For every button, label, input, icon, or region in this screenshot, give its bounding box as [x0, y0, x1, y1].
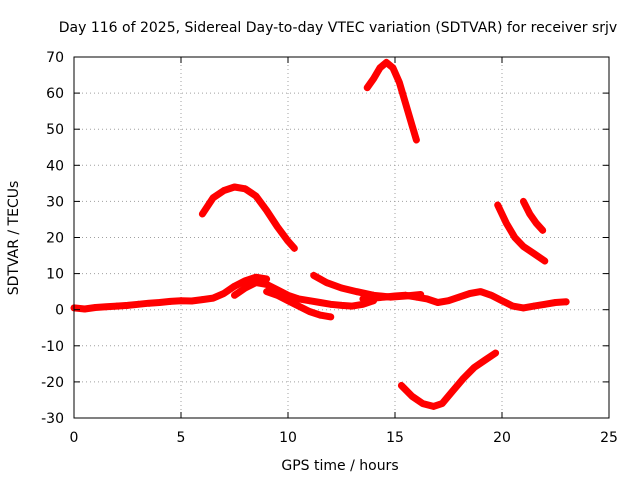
y-tick-label: -20	[41, 375, 64, 391]
y-tick-label: 50	[46, 122, 64, 138]
y-tick-label: 30	[46, 194, 64, 210]
series-line-texture	[399, 353, 498, 410]
y-tick-label: 60	[46, 86, 64, 102]
series-layer	[70, 58, 570, 410]
x-tick-label: 10	[279, 430, 297, 446]
chart-title: Day 116 of 2025, Sidereal Day-to-day VTE…	[59, 20, 617, 36]
x-tick-label: 15	[386, 430, 404, 446]
y-tick-label: 20	[46, 231, 64, 247]
y-tick-label: -10	[41, 339, 64, 355]
series-track-morning-arc	[198, 183, 298, 252]
y-tick-label: 40	[46, 158, 64, 174]
series-track-late-arc-2	[519, 197, 547, 234]
series-track-low-band-dip	[263, 288, 335, 321]
series-line-texture	[265, 288, 333, 319]
series-line-texture	[496, 201, 547, 265]
y-tick-label: 10	[46, 267, 64, 283]
series-line	[263, 288, 335, 321]
y-tick-label: -30	[41, 411, 64, 427]
x-tick-label: 5	[177, 430, 186, 446]
y-tick-label: 0	[55, 303, 64, 319]
x-axis-label: GPS time / hours	[281, 458, 398, 474]
x-tick-label: 0	[70, 430, 79, 446]
series-line	[70, 273, 271, 313]
series-track-low-band-early	[70, 273, 271, 313]
series-track-peak-arc	[363, 58, 420, 144]
series-line-texture	[233, 279, 376, 310]
series-line-texture	[361, 290, 568, 312]
x-tick-label: 20	[493, 430, 511, 446]
series-track-negative-arc	[397, 349, 500, 410]
axis-layer: 0 5 10 15 20 25 -30 -20 -10 0 10 20 30 40 50 60 70	[41, 50, 618, 446]
series-line-texture	[200, 185, 296, 252]
grid-layer	[74, 57, 609, 418]
series-track-late-arc-1	[494, 201, 549, 265]
series-line-texture	[521, 197, 545, 234]
series-line-texture	[365, 62, 418, 140]
y-tick-label: 70	[46, 50, 64, 66]
series-line-texture	[72, 275, 269, 313]
series-track-low-band-late	[359, 288, 570, 312]
x-tick-label: 25	[600, 430, 618, 446]
y-axis-label: SDTVAR / TECUs	[6, 181, 22, 296]
series-track-low-band-mid	[231, 279, 378, 310]
